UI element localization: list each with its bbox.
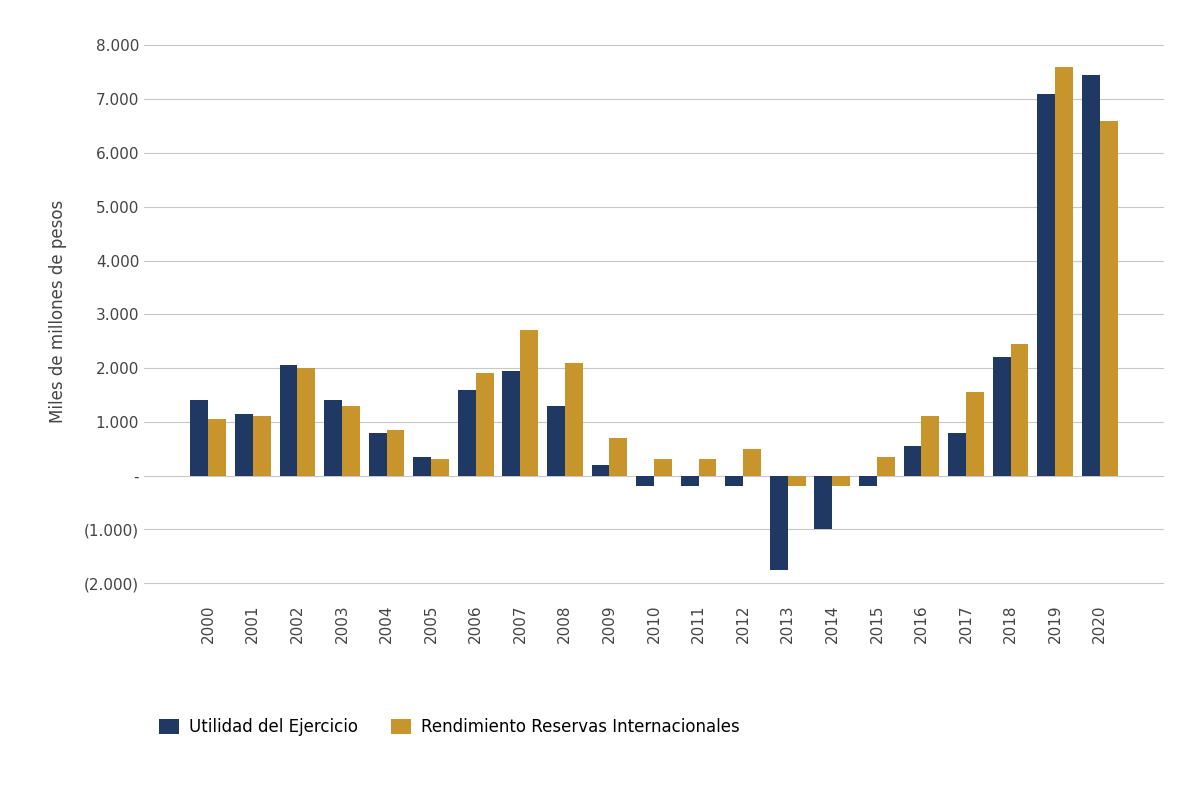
Bar	[698, 459, 716, 475]
Bar	[1010, 344, 1028, 475]
Bar	[253, 416, 271, 475]
Bar	[743, 449, 761, 475]
Legend: Utilidad del Ejercicio, Rendimiento Reservas Internacionales: Utilidad del Ejercicio, Rendimiento Rese…	[152, 711, 746, 742]
Bar	[475, 373, 493, 475]
Bar	[992, 357, 1010, 475]
Bar	[770, 475, 787, 570]
Bar	[787, 475, 805, 487]
Bar	[547, 406, 565, 475]
Bar	[1100, 121, 1117, 475]
Bar	[904, 446, 922, 475]
Bar	[503, 371, 521, 475]
Bar	[592, 465, 610, 475]
Bar	[368, 432, 386, 475]
Y-axis label: Miles de millones de pesos: Miles de millones de pesos	[49, 200, 67, 423]
Bar	[1082, 75, 1100, 475]
Bar	[431, 459, 449, 475]
Bar	[833, 475, 850, 487]
Bar	[1037, 93, 1055, 475]
Bar	[280, 365, 298, 475]
Bar	[922, 416, 940, 475]
Bar	[948, 432, 966, 475]
Bar	[610, 438, 628, 475]
Bar	[413, 457, 431, 475]
Bar	[877, 457, 895, 475]
Bar	[966, 392, 984, 475]
Bar	[458, 390, 475, 475]
Bar	[298, 368, 316, 475]
Bar	[342, 406, 360, 475]
Bar	[1055, 67, 1073, 475]
Bar	[386, 430, 404, 475]
Bar	[324, 400, 342, 475]
Bar	[235, 414, 253, 475]
Bar	[725, 475, 743, 487]
Bar	[654, 459, 672, 475]
Bar	[859, 475, 877, 487]
Bar	[208, 419, 226, 475]
Bar	[565, 363, 583, 475]
Bar	[815, 475, 833, 530]
Bar	[680, 475, 698, 487]
Bar	[636, 475, 654, 487]
Bar	[521, 331, 538, 475]
Bar	[191, 400, 208, 475]
